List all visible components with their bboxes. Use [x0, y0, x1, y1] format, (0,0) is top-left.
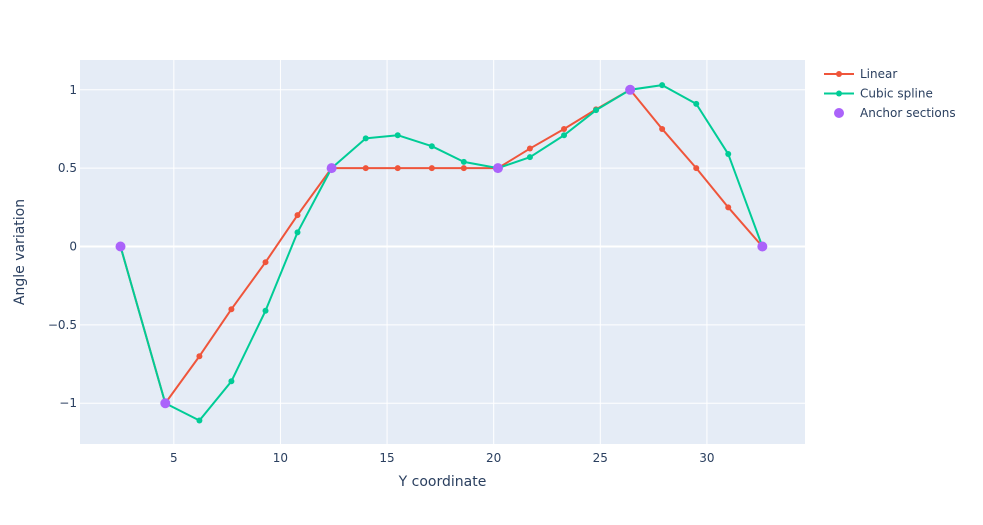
x-tick-label: 25 [593, 451, 608, 465]
series-line-linear [119, 88, 764, 405]
y-axis-title: Angle variation [12, 199, 28, 305]
x-axis-title: Y coordinate [398, 474, 487, 490]
legend-swatch-marker [834, 108, 844, 118]
data-point-linear [725, 204, 732, 211]
data-point-linear [294, 212, 301, 219]
data-point-cubic-spline [693, 100, 700, 107]
data-point-anchor-sections [115, 241, 126, 252]
data-point-anchor-sections [160, 398, 171, 409]
data-point-cubic-spline [228, 378, 235, 385]
legend-item-anchor-sections[interactable]: Anchor sections [834, 106, 956, 120]
series-layer [115, 82, 768, 424]
data-point-cubic-spline [659, 82, 666, 89]
data-point-linear [428, 165, 435, 172]
data-point-linear [394, 165, 401, 172]
legend-swatch-marker [836, 90, 842, 97]
data-point-cubic-spline [394, 132, 401, 139]
legend: Linear Cubic spline Anchor sections [824, 67, 956, 120]
y-tick-label: −0.5 [48, 318, 77, 332]
grid-layer [80, 60, 805, 444]
x-tick-label: 30 [699, 451, 714, 465]
data-point-linear [228, 306, 235, 313]
data-point-anchor-sections [757, 241, 768, 252]
data-point-cubic-spline [196, 417, 203, 424]
x-tick-label: 10 [273, 451, 288, 465]
legend-item-cubic-spline[interactable]: Cubic spline [824, 87, 933, 101]
data-point-linear [362, 165, 369, 172]
data-point-linear [526, 145, 533, 152]
x-tick-label: 15 [379, 451, 394, 465]
data-point-cubic-spline [460, 158, 467, 165]
data-point-linear [561, 125, 568, 132]
legend-label: Linear [860, 67, 897, 81]
data-point-linear [196, 353, 203, 360]
data-point-linear [262, 259, 269, 266]
y-tick-label: 1 [69, 83, 77, 97]
x-tick-label: 5 [170, 451, 178, 465]
data-point-anchor-sections [625, 84, 636, 95]
series-line-cubic-spline [119, 84, 764, 422]
series-anchor-sections [115, 84, 768, 409]
y-tick-label: 0 [69, 240, 77, 254]
data-point-cubic-spline [725, 151, 732, 158]
legend-item-linear[interactable]: Linear [824, 67, 897, 81]
y-axis-ticks: −1 −0.5 0 0.5 1 [48, 83, 77, 410]
y-tick-label: 0.5 [58, 161, 77, 175]
data-point-cubic-spline [262, 307, 269, 314]
data-point-cubic-spline [362, 135, 369, 142]
legend-swatch-marker [836, 71, 842, 77]
plot-area-background [80, 60, 805, 444]
data-point-cubic-spline [593, 107, 600, 114]
data-point-linear [659, 125, 666, 132]
data-point-linear [693, 165, 700, 172]
data-point-linear [460, 165, 467, 172]
data-point-cubic-spline [561, 132, 568, 139]
data-point-cubic-spline [526, 154, 533, 161]
legend-label: Anchor sections [860, 106, 956, 120]
x-axis-ticks: 5 10 15 20 25 30 [170, 451, 715, 465]
data-point-anchor-sections [492, 163, 503, 174]
data-point-anchor-sections [326, 163, 337, 174]
data-point-cubic-spline [294, 229, 301, 236]
data-point-cubic-spline [428, 143, 435, 150]
y-tick-label: −1 [59, 396, 77, 410]
x-tick-label: 20 [486, 451, 501, 465]
legend-label: Cubic spline [860, 87, 933, 101]
